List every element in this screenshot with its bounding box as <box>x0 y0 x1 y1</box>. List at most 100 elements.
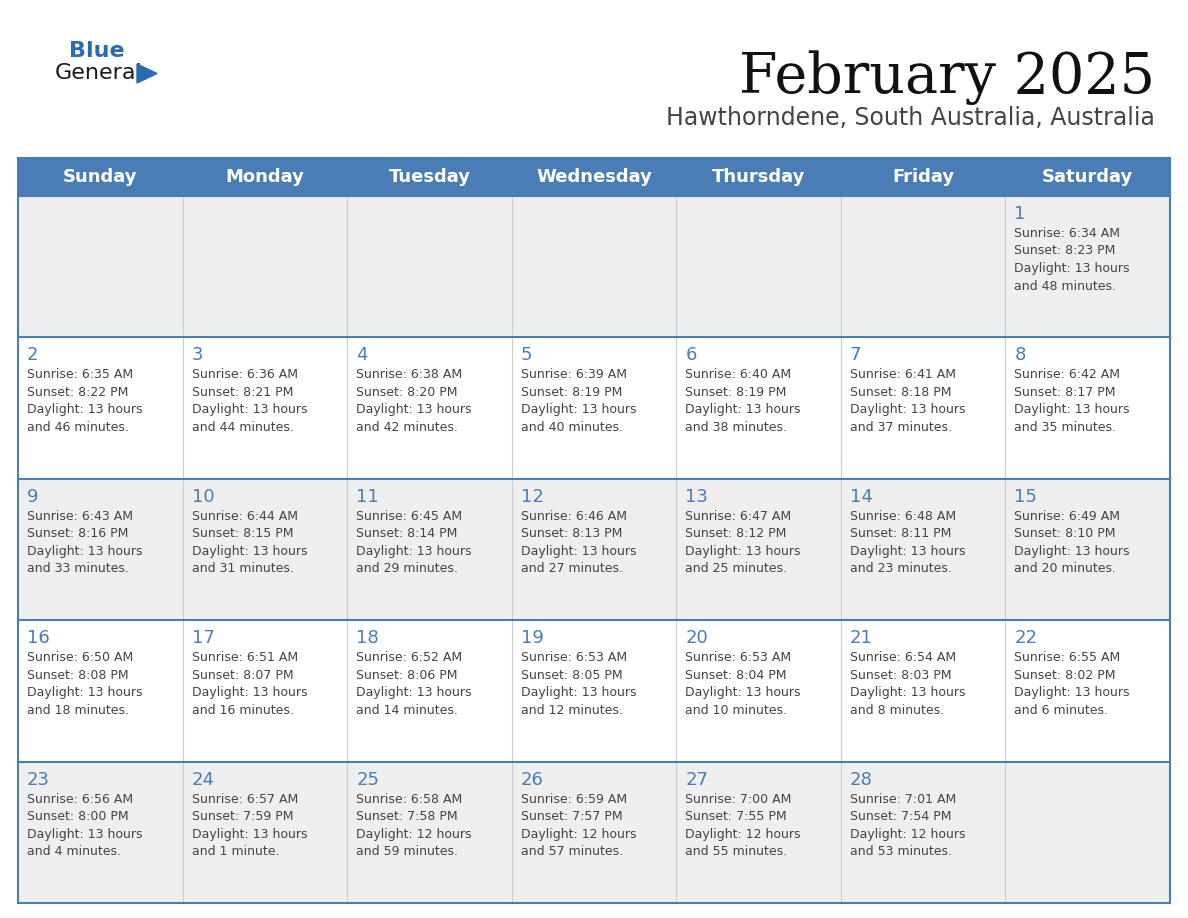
Text: Daylight: 12 hours: Daylight: 12 hours <box>849 828 966 841</box>
Text: Daylight: 13 hours: Daylight: 13 hours <box>356 403 472 417</box>
Text: 16: 16 <box>27 629 50 647</box>
Text: Wednesday: Wednesday <box>536 168 652 186</box>
Text: Daylight: 13 hours: Daylight: 13 hours <box>27 544 143 558</box>
Text: and 23 minutes.: and 23 minutes. <box>849 563 952 576</box>
Text: Sunrise: 6:48 AM: Sunrise: 6:48 AM <box>849 509 956 522</box>
Text: 21: 21 <box>849 629 873 647</box>
Text: Daylight: 13 hours: Daylight: 13 hours <box>1015 262 1130 275</box>
Text: 23: 23 <box>27 770 50 789</box>
Text: Daylight: 13 hours: Daylight: 13 hours <box>27 828 143 841</box>
Text: and 57 minutes.: and 57 minutes. <box>520 845 623 858</box>
Text: Sunset: 8:23 PM: Sunset: 8:23 PM <box>1015 244 1116 258</box>
Bar <box>18 158 1170 196</box>
Text: and 10 minutes.: and 10 minutes. <box>685 704 788 717</box>
Text: Sunrise: 6:43 AM: Sunrise: 6:43 AM <box>27 509 133 522</box>
Text: Hawthorndene, South Australia, Australia: Hawthorndene, South Australia, Australia <box>666 106 1155 130</box>
Text: Sunset: 8:07 PM: Sunset: 8:07 PM <box>191 668 293 682</box>
Text: Sunset: 8:03 PM: Sunset: 8:03 PM <box>849 668 952 682</box>
Text: Sunrise: 6:45 AM: Sunrise: 6:45 AM <box>356 509 462 522</box>
Text: and 20 minutes.: and 20 minutes. <box>1015 563 1117 576</box>
Text: Sunset: 8:22 PM: Sunset: 8:22 PM <box>27 386 128 399</box>
Text: Blue: Blue <box>69 41 125 61</box>
Text: Daylight: 13 hours: Daylight: 13 hours <box>685 544 801 558</box>
Text: 9: 9 <box>27 487 38 506</box>
Text: Sunset: 7:54 PM: Sunset: 7:54 PM <box>849 810 952 823</box>
Text: Sunset: 8:19 PM: Sunset: 8:19 PM <box>520 386 623 399</box>
Text: Sunrise: 7:00 AM: Sunrise: 7:00 AM <box>685 792 791 806</box>
Text: Sunrise: 6:51 AM: Sunrise: 6:51 AM <box>191 651 298 665</box>
Text: Daylight: 13 hours: Daylight: 13 hours <box>849 544 966 558</box>
Text: Sunrise: 6:36 AM: Sunrise: 6:36 AM <box>191 368 297 381</box>
Text: Daylight: 13 hours: Daylight: 13 hours <box>685 403 801 417</box>
Text: Sunset: 8:10 PM: Sunset: 8:10 PM <box>1015 527 1116 541</box>
Text: Sunset: 8:00 PM: Sunset: 8:00 PM <box>27 810 128 823</box>
Text: 12: 12 <box>520 487 544 506</box>
Text: and 48 minutes.: and 48 minutes. <box>1015 279 1117 293</box>
Text: and 14 minutes.: and 14 minutes. <box>356 704 459 717</box>
Text: Sunset: 8:02 PM: Sunset: 8:02 PM <box>1015 668 1116 682</box>
Text: Sunrise: 6:40 AM: Sunrise: 6:40 AM <box>685 368 791 381</box>
Text: 2: 2 <box>27 346 38 364</box>
Text: Sunrise: 6:54 AM: Sunrise: 6:54 AM <box>849 651 956 665</box>
Text: Sunset: 8:05 PM: Sunset: 8:05 PM <box>520 668 623 682</box>
Text: Sunrise: 6:58 AM: Sunrise: 6:58 AM <box>356 792 462 806</box>
Bar <box>18 479 1170 621</box>
Text: Daylight: 13 hours: Daylight: 13 hours <box>1015 544 1130 558</box>
Text: Thursday: Thursday <box>712 168 805 186</box>
Text: and 59 minutes.: and 59 minutes. <box>356 845 459 858</box>
Text: and 46 minutes.: and 46 minutes. <box>27 420 128 434</box>
Text: Sunset: 8:08 PM: Sunset: 8:08 PM <box>27 668 128 682</box>
Text: Sunset: 8:12 PM: Sunset: 8:12 PM <box>685 527 786 541</box>
Text: and 29 minutes.: and 29 minutes. <box>356 563 459 576</box>
Text: 6: 6 <box>685 346 696 364</box>
Text: Sunset: 7:59 PM: Sunset: 7:59 PM <box>191 810 293 823</box>
Text: 13: 13 <box>685 487 708 506</box>
Text: Sunrise: 6:46 AM: Sunrise: 6:46 AM <box>520 509 627 522</box>
Text: Tuesday: Tuesday <box>388 168 470 186</box>
Text: Sunset: 8:16 PM: Sunset: 8:16 PM <box>27 527 128 541</box>
Text: and 38 minutes.: and 38 minutes. <box>685 420 788 434</box>
Text: Sunset: 7:57 PM: Sunset: 7:57 PM <box>520 810 623 823</box>
Text: Daylight: 13 hours: Daylight: 13 hours <box>191 828 307 841</box>
Text: 20: 20 <box>685 629 708 647</box>
Text: Daylight: 12 hours: Daylight: 12 hours <box>520 828 637 841</box>
Text: 24: 24 <box>191 770 215 789</box>
Text: February 2025: February 2025 <box>739 50 1155 106</box>
Text: Daylight: 13 hours: Daylight: 13 hours <box>356 544 472 558</box>
Text: 5: 5 <box>520 346 532 364</box>
Text: and 35 minutes.: and 35 minutes. <box>1015 420 1117 434</box>
Text: Daylight: 13 hours: Daylight: 13 hours <box>1015 403 1130 417</box>
Text: Sunrise: 6:42 AM: Sunrise: 6:42 AM <box>1015 368 1120 381</box>
Text: Friday: Friday <box>892 168 954 186</box>
Text: Sunset: 8:14 PM: Sunset: 8:14 PM <box>356 527 457 541</box>
Text: and 12 minutes.: and 12 minutes. <box>520 704 623 717</box>
Text: and 37 minutes.: and 37 minutes. <box>849 420 952 434</box>
Bar <box>18 196 1170 338</box>
Text: Sunset: 7:55 PM: Sunset: 7:55 PM <box>685 810 786 823</box>
Text: Daylight: 13 hours: Daylight: 13 hours <box>191 403 307 417</box>
Text: Sunrise: 6:57 AM: Sunrise: 6:57 AM <box>191 792 298 806</box>
Text: and 16 minutes.: and 16 minutes. <box>191 704 293 717</box>
Text: Sunset: 8:19 PM: Sunset: 8:19 PM <box>685 386 786 399</box>
Text: Daylight: 13 hours: Daylight: 13 hours <box>191 686 307 700</box>
Text: and 40 minutes.: and 40 minutes. <box>520 420 623 434</box>
Text: Sunset: 8:18 PM: Sunset: 8:18 PM <box>849 386 952 399</box>
Text: 10: 10 <box>191 487 214 506</box>
Text: Sunrise: 6:47 AM: Sunrise: 6:47 AM <box>685 509 791 522</box>
Text: and 44 minutes.: and 44 minutes. <box>191 420 293 434</box>
Text: Sunrise: 6:35 AM: Sunrise: 6:35 AM <box>27 368 133 381</box>
Text: Sunrise: 6:59 AM: Sunrise: 6:59 AM <box>520 792 627 806</box>
Text: Daylight: 13 hours: Daylight: 13 hours <box>27 403 143 417</box>
Text: 4: 4 <box>356 346 367 364</box>
Text: Monday: Monday <box>226 168 304 186</box>
Text: 7: 7 <box>849 346 861 364</box>
Text: Sunrise: 6:49 AM: Sunrise: 6:49 AM <box>1015 509 1120 522</box>
Text: 18: 18 <box>356 629 379 647</box>
Text: Daylight: 13 hours: Daylight: 13 hours <box>849 686 966 700</box>
Text: Sunset: 8:04 PM: Sunset: 8:04 PM <box>685 668 786 682</box>
Text: and 8 minutes.: and 8 minutes. <box>849 704 944 717</box>
Bar <box>18 338 1170 479</box>
Text: 3: 3 <box>191 346 203 364</box>
Text: Daylight: 13 hours: Daylight: 13 hours <box>520 686 637 700</box>
Text: Daylight: 13 hours: Daylight: 13 hours <box>849 403 966 417</box>
